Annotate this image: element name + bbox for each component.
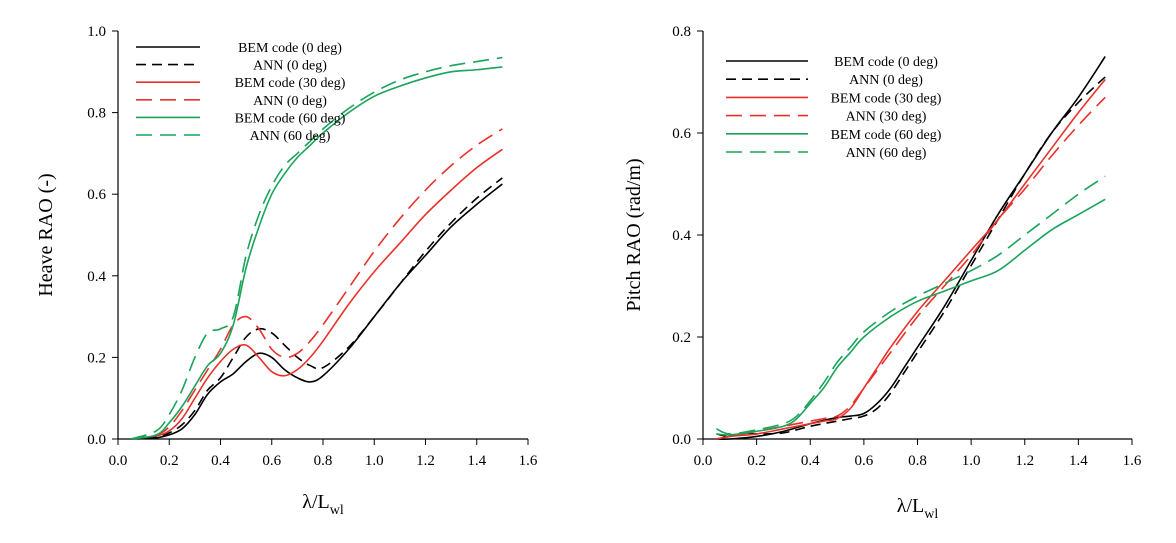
legend-label: BEM code (30 deg) bbox=[235, 76, 346, 91]
x-tick-label: 1.6 bbox=[1123, 453, 1142, 469]
legend-label: ANN (0 deg) bbox=[253, 94, 327, 109]
series-line-2 bbox=[130, 177, 503, 440]
x-tick-label: 0.0 bbox=[109, 453, 128, 469]
x-tick-label: 0.0 bbox=[694, 453, 713, 469]
x-tick-label: 1.4 bbox=[467, 453, 486, 469]
x-tick-label: 1.0 bbox=[365, 453, 384, 469]
x-tick-label: 0.2 bbox=[747, 453, 766, 469]
legend-label: BEM code (60 deg) bbox=[831, 128, 942, 143]
series-line-1 bbox=[716, 56, 1106, 440]
x-axis-label: λ/Lwl bbox=[897, 495, 939, 522]
y-tick-label: 0.2 bbox=[87, 350, 106, 366]
legend-label: BEM code (30 deg) bbox=[831, 91, 942, 106]
legend-label: ANN (30 deg) bbox=[846, 110, 927, 125]
x-tick-label: 0.6 bbox=[262, 453, 281, 469]
series-line-6 bbox=[130, 56, 503, 440]
x-tick-label: 0.8 bbox=[908, 453, 927, 469]
series-line-4 bbox=[716, 96, 1106, 440]
series-line-3 bbox=[716, 78, 1106, 440]
x-tick-label: 0.4 bbox=[801, 453, 820, 469]
legend-label: ANN (0 deg) bbox=[253, 59, 327, 74]
x-axis-label-main: λ/L bbox=[897, 495, 924, 517]
series-line-4 bbox=[130, 128, 503, 440]
y-axis-label: Pitch RAO (rad/m) bbox=[623, 158, 645, 311]
y-tick-label: 1.0 bbox=[87, 24, 106, 40]
y-tick-label: 0.6 bbox=[672, 126, 691, 142]
legend-label: BEM code (0 deg) bbox=[834, 55, 938, 70]
heave-chart: 0.0 0.2 0.4 0.6 0.8 1.0 1.2 1.4 1.6 0.0 0.2 0.4 0.6 0… bbox=[35, 24, 538, 518]
x-tick-label: 1.2 bbox=[1015, 453, 1034, 469]
series-line-1 bbox=[130, 183, 503, 440]
y-tick-label: 0.2 bbox=[672, 330, 691, 346]
series-line-5 bbox=[716, 198, 1106, 436]
legend-label: ANN (60 deg) bbox=[846, 146, 927, 161]
x-axis-label-sub: wl bbox=[330, 503, 344, 518]
x-tick-label: 0.4 bbox=[211, 453, 230, 469]
series-line-3 bbox=[130, 148, 503, 440]
y-tick-label: 0.8 bbox=[672, 24, 691, 40]
legend: BEM code (0 deg) ANN (0 deg) BEM code (30 … bbox=[136, 41, 346, 144]
series-line-6 bbox=[716, 175, 1106, 435]
y-tick-label: 0.8 bbox=[87, 106, 106, 122]
x-tick-label: 1.2 bbox=[416, 453, 435, 469]
x-tick-label: 0.2 bbox=[160, 453, 179, 469]
y-tick-label: 0.6 bbox=[87, 187, 106, 203]
y-tick-label: 0.0 bbox=[672, 432, 691, 448]
legend-label: BEM code (60 deg) bbox=[235, 111, 346, 126]
x-axis-label-sub: wl bbox=[924, 507, 938, 522]
series-line-2 bbox=[716, 76, 1106, 438]
x-tick-label: 1.6 bbox=[519, 453, 538, 469]
pitch-chart: 0.0 0.2 0.4 0.6 0.8 1.0 1.2 1.4 1.6 0.0 0.2 0.4 0.6 0… bbox=[623, 24, 1142, 522]
y-tick-label: 0.0 bbox=[87, 432, 106, 448]
legend-label: BEM code (0 deg) bbox=[238, 41, 342, 56]
x-tick-label: 0.6 bbox=[855, 453, 874, 469]
series-line-5 bbox=[130, 66, 503, 440]
legend-label: ANN (60 deg) bbox=[250, 129, 331, 144]
legend: BEM code (0 deg) ANN (0 deg) BEM code (30 … bbox=[726, 55, 942, 161]
x-tick-label: 1.0 bbox=[962, 453, 981, 469]
x-tick-label: 0.8 bbox=[314, 453, 333, 469]
y-axis-label: Heave RAO (-) bbox=[35, 173, 57, 296]
x-tick-label: 1.4 bbox=[1069, 453, 1088, 469]
legend-label: ANN (0 deg) bbox=[849, 73, 923, 88]
x-axis-label: λ/Lwl bbox=[302, 491, 344, 518]
x-axis-label-main: λ/L bbox=[302, 491, 329, 513]
y-tick-label: 0.4 bbox=[672, 228, 691, 244]
y-tick-label: 0.4 bbox=[87, 269, 106, 285]
